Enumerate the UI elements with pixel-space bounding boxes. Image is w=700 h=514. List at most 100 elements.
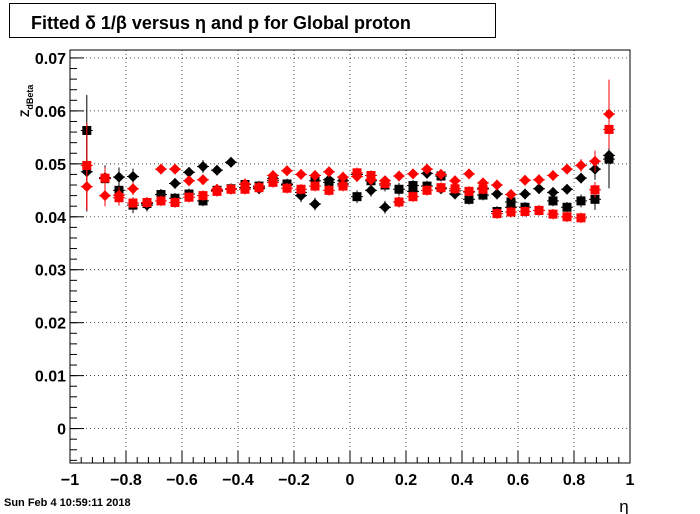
y-tick-label: 0.04 [35, 210, 66, 227]
data-point [170, 197, 180, 207]
data-point [533, 183, 545, 195]
data-point [547, 186, 559, 198]
y-tick-label: 0.02 [35, 316, 66, 333]
y-tick-label: 0.06 [35, 104, 66, 121]
data-point [379, 201, 391, 213]
data-point [534, 205, 544, 215]
data-point [379, 175, 391, 187]
data-point [156, 196, 166, 206]
data-point [533, 174, 545, 186]
data-point [562, 212, 572, 222]
axes: −1 −0.8 −0.6 −0.4 −0.2 0 0.2 0.4 0.6 0.8 1 0 0.01 0.0… [35, 51, 635, 489]
data-point [408, 181, 418, 191]
data-point [183, 166, 195, 178]
data-point [576, 196, 586, 206]
x-tick-label: 0.8 [563, 472, 585, 489]
x-tick-label: 0.4 [451, 472, 473, 489]
x-tick-label: −0.6 [166, 472, 198, 489]
x-axis-label: η [619, 497, 628, 514]
data-point [407, 168, 419, 180]
data-point [477, 177, 489, 189]
y-axis-label-main: Z [18, 110, 32, 117]
data-point [394, 197, 404, 207]
x-tick-label: −0.2 [278, 472, 310, 489]
data-point [464, 186, 474, 196]
data-point [169, 177, 181, 189]
data-point [491, 188, 503, 200]
data-point [519, 188, 531, 200]
data-point [309, 198, 321, 210]
data-point [183, 175, 195, 187]
data-point [603, 149, 615, 161]
data-point [365, 174, 377, 186]
data-point [548, 196, 558, 206]
data-point [225, 156, 237, 168]
data-point [211, 183, 223, 195]
data-point [324, 185, 334, 195]
data-point [239, 178, 251, 190]
data-point [506, 207, 516, 217]
data-point [351, 171, 363, 183]
data-point [310, 181, 320, 191]
data-point [267, 169, 279, 181]
data-point [113, 189, 125, 201]
data-point [505, 189, 517, 201]
x-tick-label: −0.4 [222, 472, 254, 489]
data-point [184, 192, 194, 202]
data-point [225, 183, 237, 195]
data-point [590, 194, 600, 204]
x-tick-label: −1 [61, 472, 79, 489]
data-point [450, 184, 460, 194]
data-point [393, 170, 405, 182]
x-tick-label: −0.8 [110, 472, 142, 489]
y-tick-label: 0.01 [35, 369, 66, 386]
data-point [464, 194, 474, 204]
y-axis-label-subscript: dBeta [25, 84, 35, 110]
data-point [491, 179, 503, 191]
data-point [113, 171, 125, 183]
data-point [197, 174, 209, 186]
data-point [128, 198, 138, 208]
data-point [547, 169, 559, 181]
y-tick-label: 0.05 [35, 157, 66, 174]
data-point [253, 181, 265, 193]
grid-lines [70, 50, 630, 463]
y-tick-label: 0.07 [35, 51, 66, 68]
data-point [603, 108, 615, 120]
series-3 [80, 79, 615, 211]
data-point [562, 202, 572, 212]
data-point [323, 174, 335, 186]
data-point [520, 206, 530, 216]
data-point [309, 169, 321, 181]
plot-frame [69, 49, 631, 464]
data-point [141, 196, 153, 208]
data-point [281, 165, 293, 177]
y-tick-label: 0 [57, 422, 66, 439]
data-point [561, 183, 573, 195]
data-point [478, 184, 488, 194]
data-point [519, 174, 531, 186]
data-point [296, 184, 306, 194]
data-point [589, 155, 601, 167]
x-tick-label: 0.6 [507, 472, 529, 489]
data-point [352, 192, 362, 202]
data-point [365, 184, 377, 196]
data-point [435, 168, 447, 180]
data-point [127, 183, 139, 195]
data-point [282, 183, 292, 193]
x-tick-label: 0 [346, 472, 355, 489]
data-point [576, 213, 586, 223]
data-point [436, 183, 446, 193]
data-point [99, 190, 111, 202]
data-point [295, 168, 307, 180]
data-point [155, 163, 167, 175]
data-point [338, 181, 348, 191]
data-point [211, 164, 223, 176]
data-point [590, 185, 600, 195]
chart-title: Fitted δ 1/β versus η and p for Global p… [31, 13, 411, 33]
x-tick-label: 0.2 [395, 472, 417, 489]
data-point [394, 184, 404, 194]
data-point [169, 163, 181, 175]
data-series [80, 79, 615, 224]
